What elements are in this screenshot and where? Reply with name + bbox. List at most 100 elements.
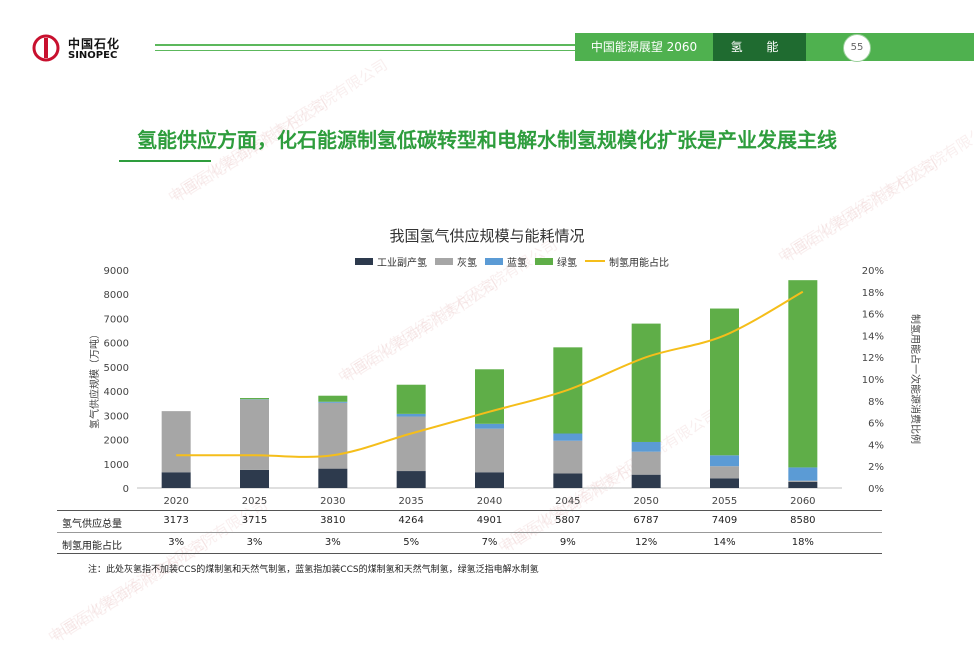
legend-label: 绿氢 xyxy=(557,257,577,269)
chart-legend: 工业副产氢 灰氢 蓝氢 绿氢 制氢用能占比 xyxy=(355,254,677,269)
chart-title: 我国氢气供应规模与能耗情况 xyxy=(389,227,585,245)
table-cell: 5% xyxy=(403,537,420,548)
y-tick-label: 0 xyxy=(123,484,129,495)
bar-segment xyxy=(788,481,818,488)
bar-segment xyxy=(788,467,818,481)
legend-item: 绿氢 xyxy=(535,254,577,269)
y-tick-label: 9000 xyxy=(104,266,129,277)
page-number: 55 xyxy=(843,34,871,62)
bar-segment xyxy=(788,280,818,468)
table-cell: 3173 xyxy=(163,515,189,526)
table-row-label: 氢气供应总量 xyxy=(62,519,122,530)
header-rule xyxy=(155,50,575,51)
bar-segment xyxy=(475,423,504,429)
y2-tick-label: 16% xyxy=(862,310,884,321)
y-tick-label: 7000 xyxy=(104,314,129,325)
table-cell: 3810 xyxy=(320,515,346,526)
x-tick-label: 2020 xyxy=(163,496,188,507)
bar-segment xyxy=(318,395,348,402)
legend-label: 制氢用能占比 xyxy=(609,257,669,269)
y2-tick-label: 8% xyxy=(868,397,884,408)
legend-item: 灰氢 xyxy=(435,254,477,269)
bar-segment xyxy=(161,411,191,473)
bar-segment xyxy=(475,472,504,488)
legend-label: 工业副产氢 xyxy=(377,257,427,269)
y2-tick-label: 6% xyxy=(868,419,884,430)
bar-segment xyxy=(396,413,426,417)
y2-tick-label: 20% xyxy=(862,266,884,277)
table-cell: 3% xyxy=(168,537,185,548)
x-tick-label: 2035 xyxy=(398,496,423,507)
bar-segment xyxy=(788,480,818,482)
table-cell: 14% xyxy=(713,537,736,548)
y-tick-label: 3000 xyxy=(104,411,129,422)
bar-segment xyxy=(475,428,504,473)
section-title: 氢 能 xyxy=(730,40,789,54)
table-cell: 7409 xyxy=(711,515,738,526)
bar-segment xyxy=(396,384,426,414)
headline-underline xyxy=(119,160,211,162)
table-cell: 6787 xyxy=(633,515,659,526)
legend-item: 蓝氢 xyxy=(485,254,527,269)
bar-segment xyxy=(710,308,739,456)
bar-segment xyxy=(240,399,269,470)
bar-segment xyxy=(631,323,661,442)
bar-segment xyxy=(631,441,661,452)
table-cell: 8580 xyxy=(790,515,816,526)
y-tick-label: 8000 xyxy=(104,290,129,301)
bar-segment xyxy=(475,369,504,424)
bar-segment xyxy=(710,466,739,479)
table-cell: 3% xyxy=(324,537,341,548)
bar-segment xyxy=(710,455,739,467)
table-rule xyxy=(57,532,882,533)
bar-segment xyxy=(553,473,583,488)
x-tick-label: 2050 xyxy=(633,496,658,507)
sinopec-logo xyxy=(30,32,66,62)
line-series-energy-share xyxy=(176,290,804,458)
x-tick-label: 2040 xyxy=(477,496,502,507)
brand-name-en: SINOPEC xyxy=(68,50,118,61)
table-row-label: 制氢用能占比 xyxy=(62,541,122,552)
legend-item: 工业副产氢 xyxy=(355,254,427,269)
y-tick-label: 6000 xyxy=(104,339,129,350)
y2-tick-label: 2% xyxy=(868,462,884,473)
table-cell: 4901 xyxy=(476,515,503,526)
header-rule xyxy=(155,44,575,46)
page-headline: 氢能供应方面，化石能源制氢低碳转型和电解水制氢规模化扩张是产业发展主线 xyxy=(137,128,837,152)
bar-segment xyxy=(318,468,348,488)
table-cell: 12% xyxy=(635,537,658,548)
report-title: 中国能源展望 2060 xyxy=(590,40,698,54)
x-tick-label: 2030 xyxy=(320,496,345,507)
table-cell: 3% xyxy=(246,537,263,548)
table-cell: 9% xyxy=(559,537,576,548)
y2-tick-label: 4% xyxy=(868,440,884,451)
x-tick-label: 2060 xyxy=(790,496,815,507)
bar-segment xyxy=(161,472,191,488)
y-tick-label: 1000 xyxy=(104,460,129,471)
footnote: 注：此处灰氢指不加装CCS的煤制氢和天然气制氢，蓝氢指加装CCS的煤制氢和天然气… xyxy=(88,565,539,575)
bar-segment xyxy=(318,402,348,469)
y2-tick-label: 12% xyxy=(862,353,884,364)
y-tick-label: 2000 xyxy=(104,436,129,447)
table-cell: 3715 xyxy=(241,515,268,526)
bar-segment xyxy=(240,469,269,488)
bar-segment xyxy=(553,433,583,441)
y-axis-title: 氢气供应规模（万吨） xyxy=(88,329,101,429)
bar-segment xyxy=(396,416,426,472)
table-cell: 7% xyxy=(481,537,498,548)
bar-segment xyxy=(631,474,661,488)
y-tick-label: 4000 xyxy=(104,387,129,398)
y2-tick-label: 0% xyxy=(868,484,884,495)
bar-segment xyxy=(240,398,269,400)
bar-segment xyxy=(553,440,583,474)
table-cell: 5807 xyxy=(555,515,581,526)
x-tick-label: 2025 xyxy=(242,496,267,507)
table-cell: 18% xyxy=(791,537,814,548)
y2-tick-label: 14% xyxy=(862,331,884,342)
section-band xyxy=(713,33,806,61)
x-tick-label: 2055 xyxy=(712,496,737,507)
bar-segment xyxy=(710,478,739,488)
legend-item: 制氢用能占比 xyxy=(585,254,669,269)
brand-name-cn: 中国石化 xyxy=(68,37,121,51)
